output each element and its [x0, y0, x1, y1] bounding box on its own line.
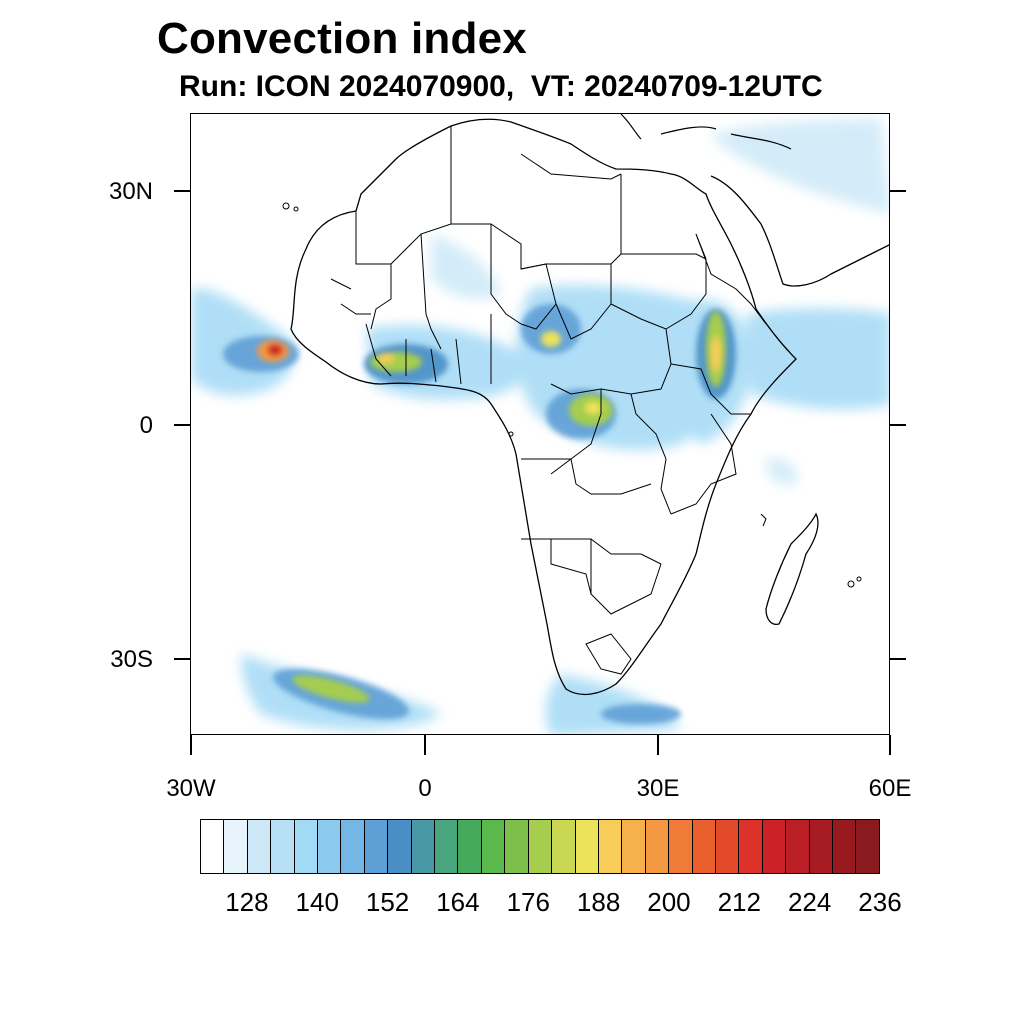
colorbar-box [856, 820, 879, 873]
convection-south-africa [545, 674, 681, 734]
colorbar [200, 819, 880, 874]
map-plot [191, 114, 889, 734]
colorbar-box [645, 820, 670, 873]
arabia-coastline [710, 175, 889, 287]
colorbar-box [669, 820, 693, 873]
tick-lat-30n-left [174, 190, 190, 192]
colorbar-box [762, 820, 787, 873]
convection-core-nigeria [521, 304, 581, 354]
colorbar-box [364, 820, 389, 873]
tick-lon-30e [657, 735, 659, 755]
tick-lon-60e [889, 735, 891, 755]
tick-lon-30w [190, 735, 192, 755]
convection-hotspot-southern [292, 675, 370, 703]
colorbar-label: 164 [436, 887, 480, 917]
convection-madagascar [766, 458, 797, 486]
colorbar-box [786, 820, 810, 873]
convection-hotspot-congo-2 [585, 402, 601, 414]
colorbar-box [622, 820, 646, 873]
colorbar-box [692, 820, 716, 873]
colorbar-box [809, 820, 833, 873]
convection-hotspot-west-africa [370, 352, 422, 372]
colorbar-box [411, 820, 436, 873]
colorbar-label: 176 [506, 887, 550, 917]
convection-indian-ocean [746, 308, 889, 410]
madagascar-coastline [765, 512, 819, 625]
tick-lat-30s-left [174, 658, 190, 660]
mediterranean-coast [620, 114, 792, 150]
tick-lat-30s-right [890, 658, 906, 660]
colorbar-box [388, 820, 412, 873]
colorbar-label: 128 [225, 887, 269, 917]
convection-core-south-africa [601, 704, 681, 724]
chart-title: Convection index [157, 14, 527, 63]
colorbar-box [341, 820, 365, 873]
colorbar-box [552, 820, 576, 873]
colorbar-box [739, 820, 763, 873]
colorbar-label: 152 [365, 887, 410, 917]
colorbar-box [201, 820, 225, 873]
tick-lon-0 [424, 735, 426, 755]
convection-hotspot-ethiopia-2 [711, 336, 721, 372]
colorbar-label: 200 [647, 887, 691, 917]
colorbar-box [458, 820, 482, 873]
tick-lat-0-right [890, 424, 906, 426]
colorbar-label: 224 [787, 887, 832, 917]
colorbar-box [575, 820, 599, 873]
lon-label-30e: 30E [636, 775, 680, 802]
colorbar-label: 188 [576, 887, 621, 917]
colorbar-box [247, 820, 272, 873]
colorbar-box [294, 820, 319, 873]
lat-label-30s: 30S [110, 646, 153, 673]
lat-label-0: 0 [139, 412, 153, 439]
colorbar-box [715, 820, 740, 873]
convection-sahel-north [431, 234, 501, 299]
colorbar-box [481, 820, 506, 873]
convection-hotspot-atlantic-core [267, 344, 283, 356]
convection-hotspot-west-africa-2 [378, 353, 394, 363]
islands [282, 202, 862, 588]
country-borders [330, 126, 767, 675]
colorbar-box [598, 820, 623, 873]
lon-label-0: 0 [418, 775, 432, 802]
colorbar-label: 236 [858, 887, 902, 917]
lon-label-60e: 60E [868, 775, 912, 802]
convection-hotspot-sudan [541, 331, 561, 347]
chart-subtitle: Run: ICON 2024070900, VT: 20240709-12UTC [179, 70, 823, 103]
convection-north-red-sea [711, 119, 889, 214]
tick-lat-30n-right [890, 190, 906, 192]
colorbar-box [528, 820, 553, 873]
colorbar-label: 140 [295, 887, 339, 917]
lon-label-30w: 30W [166, 775, 216, 802]
colorbar-label: 212 [717, 887, 761, 917]
tick-lat-0-left [174, 424, 190, 426]
colorbar-box [224, 820, 248, 873]
map-panel [190, 113, 890, 735]
colorbar-box [318, 820, 342, 873]
colorbar-box [435, 820, 459, 873]
colorbar-box [832, 820, 857, 873]
colorbar-box [271, 820, 295, 873]
lat-label-30n: 30N [108, 178, 153, 205]
colorbar-box [505, 820, 529, 873]
